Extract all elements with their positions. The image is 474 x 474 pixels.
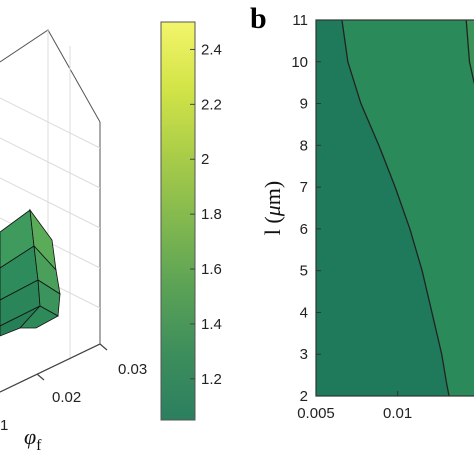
x-tick-label: 0.02 bbox=[52, 389, 81, 406]
plot-area-frame bbox=[315, 19, 474, 397]
colorbar: 2.4 2.2 2 1.8 1.6 1.4 1.2 bbox=[160, 21, 222, 421]
x-axis-3d bbox=[0, 343, 108, 393]
colorbar-tick-label: 1.2 bbox=[201, 371, 222, 388]
colorbar-ticks: 2.4 2.2 2 1.8 1.6 1.4 1.2 bbox=[190, 41, 222, 388]
grid-line bbox=[0, 177, 101, 229]
contour-line bbox=[341, 19, 450, 397]
y-tick-label: 7 bbox=[300, 179, 308, 196]
x-tick-label: 0.005 bbox=[297, 405, 335, 422]
grid-line bbox=[0, 137, 101, 189]
y-tick-label: 2 bbox=[300, 388, 308, 405]
y-tick-label: 10 bbox=[291, 54, 308, 71]
x-axis-label: φf bbox=[24, 424, 42, 454]
y-tick-label: 11 bbox=[292, 12, 308, 29]
panel-b: b 11 10 9 8 7 6 5 4 3 2 0.005 0.01 l (μm) bbox=[250, 2, 474, 422]
contour-region-high bbox=[466, 20, 474, 83]
colorbar-tick-label: 1.4 bbox=[201, 316, 222, 333]
y-tick-label: 3 bbox=[300, 346, 308, 363]
x-tick-label-partial: 1 bbox=[0, 417, 8, 434]
y-tick-label: 8 bbox=[300, 137, 308, 154]
panel-label-b: b bbox=[250, 2, 267, 35]
x-axis-label-symbol: φ bbox=[24, 424, 36, 449]
colorbar-tick-label: 2 bbox=[201, 151, 209, 168]
x-axis-ticks: 0.005 0.01 bbox=[297, 391, 412, 422]
x-axis-line bbox=[0, 343, 101, 393]
box-back-top-edge bbox=[0, 29, 101, 123]
colorbar-gradient bbox=[160, 21, 196, 421]
grid-line bbox=[0, 97, 101, 149]
y-axis-label: l (μm) bbox=[260, 181, 285, 235]
x-tick-label: 0.03 bbox=[118, 361, 147, 378]
y-axis-label-symbol: μ bbox=[260, 205, 285, 217]
colorbar-tick-label: 2.2 bbox=[201, 96, 222, 113]
contour-regions bbox=[316, 20, 474, 396]
panel-a: 0.03 0.02 1 φf bbox=[0, 29, 147, 454]
colorbar-tick-label: 1.6 bbox=[201, 261, 222, 278]
y-axis-label-unit: m bbox=[260, 188, 285, 205]
y-axis-label-paren-open: ( bbox=[260, 216, 285, 229]
surface-box-edges bbox=[0, 29, 101, 393]
x-tick-mark bbox=[99, 343, 108, 351]
colorbar-tick-label: 2.4 bbox=[201, 41, 222, 58]
y-tick-label: 9 bbox=[300, 96, 308, 113]
colorbar-tick-label: 1.8 bbox=[201, 206, 222, 223]
y-axis-label-paren-close: ) bbox=[260, 181, 285, 188]
surface-mesh bbox=[0, 208, 61, 337]
y-axis-ticks: 11 10 9 8 7 6 5 4 3 2 bbox=[291, 12, 321, 405]
x-tick-mark bbox=[36, 373, 45, 381]
surface-patch bbox=[19, 305, 59, 329]
y-tick-label: 4 bbox=[300, 304, 308, 321]
x-axis-label-subscript: f bbox=[36, 437, 42, 454]
x-tick-label: 0.01 bbox=[383, 405, 412, 422]
y-tick-label: 5 bbox=[300, 263, 308, 280]
y-tick-label: 6 bbox=[300, 221, 308, 238]
contour-region-mid bbox=[341, 20, 474, 396]
y-axis-label-prefix: l bbox=[260, 229, 285, 235]
